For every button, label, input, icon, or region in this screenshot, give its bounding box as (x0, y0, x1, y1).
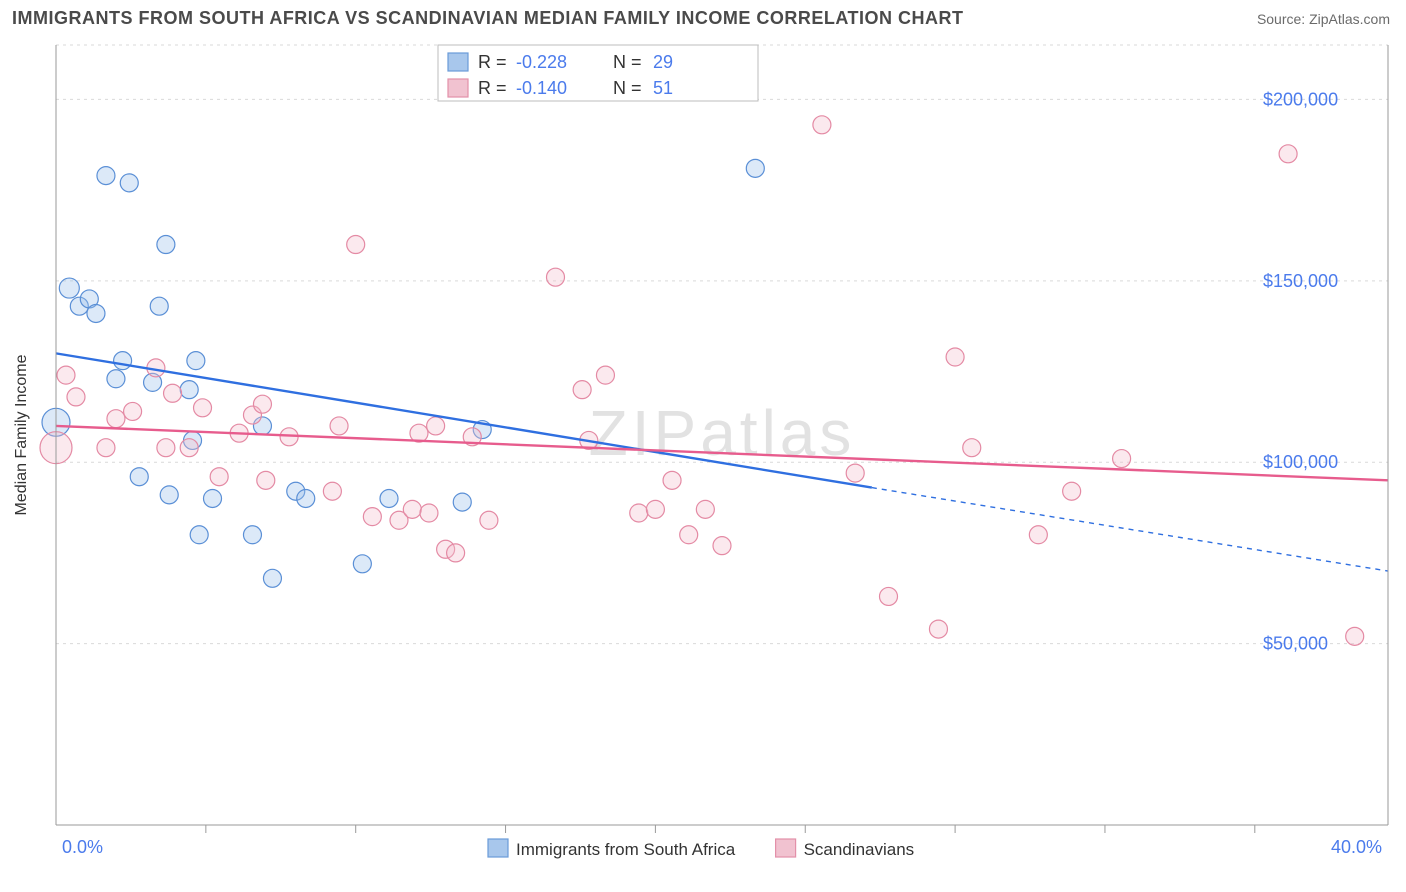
data-point-scan (323, 482, 341, 500)
data-point-scan (630, 504, 648, 522)
legend-r-label: R = (478, 78, 507, 98)
data-point-sa (180, 381, 198, 399)
data-point-scan (480, 511, 498, 529)
data-point-scan (547, 268, 565, 286)
chart-source: Source: ZipAtlas.com (1257, 11, 1390, 27)
data-point-scan (427, 417, 445, 435)
legend-bottom-label-sa: Immigrants from South Africa (516, 840, 736, 859)
data-point-sa (130, 468, 148, 486)
data-point-sa (150, 297, 168, 315)
data-point-scan (813, 116, 831, 134)
correlation-scatter-chart: $50,000 $100,000 $150,000 $200,000 ZIPatlas 0… (8, 35, 1398, 873)
x-tick-label: 0.0% (62, 837, 103, 857)
data-point-scan (946, 348, 964, 366)
chart-header: IMMIGRANTS FROM SOUTH AFRICA VS SCANDINA… (0, 0, 1406, 33)
y-tick-label: $200,000 (1263, 89, 1338, 109)
data-point-scan (57, 366, 75, 384)
data-point-scan (330, 417, 348, 435)
data-point-sa (187, 352, 205, 370)
data-point-sa (120, 174, 138, 192)
legend-bottom-label-scan: Scandinavians (804, 840, 915, 859)
data-point-scan (1029, 526, 1047, 544)
data-point-scan (1279, 145, 1297, 163)
data-point-scan (347, 236, 365, 254)
data-point-scan (447, 544, 465, 562)
data-point-scan (573, 381, 591, 399)
chart-title: IMMIGRANTS FROM SOUTH AFRICA VS SCANDINA… (12, 8, 964, 29)
data-point-scan (180, 439, 198, 457)
data-point-sa (87, 304, 105, 322)
data-point-scan (680, 526, 698, 544)
data-point-scan (713, 537, 731, 555)
data-point-sa (380, 489, 398, 507)
watermark: ZIPatlas (589, 397, 856, 469)
data-point-scan (257, 471, 275, 489)
x-tick-label: 40.0% (1331, 837, 1382, 857)
data-point-sa (204, 489, 222, 507)
legend-bottom-swatch-scan (776, 839, 796, 857)
data-point-scan (363, 508, 381, 526)
legend-swatch-scan (448, 79, 468, 97)
y-tick-label: $100,000 (1263, 452, 1338, 472)
data-point-sa (107, 370, 125, 388)
data-point-scan (164, 384, 182, 402)
data-point-sa (263, 569, 281, 587)
legend-n-label: N = (613, 52, 642, 72)
legend-n-value: 29 (653, 52, 673, 72)
data-point-scan (1063, 482, 1081, 500)
data-point-scan (403, 500, 421, 518)
data-point-sa (59, 278, 79, 298)
legend-swatch-sa (448, 53, 468, 71)
trend-line-sa-dashed (872, 488, 1388, 571)
y-tick-label: $50,000 (1263, 634, 1328, 654)
legend-r-value: -0.228 (516, 52, 567, 72)
chart-container: $50,000 $100,000 $150,000 $200,000 ZIPatlas 0… (8, 35, 1398, 873)
legend-r-label: R = (478, 52, 507, 72)
data-point-scan (157, 439, 175, 457)
data-point-sa (157, 236, 175, 254)
data-point-scan (253, 395, 271, 413)
data-point-scan (67, 388, 85, 406)
data-point-scan (663, 471, 681, 489)
data-point-sa (114, 352, 132, 370)
data-point-scan (929, 620, 947, 638)
data-point-sa (746, 159, 764, 177)
data-point-sa (190, 526, 208, 544)
data-point-sa (97, 167, 115, 185)
y-axis-title: Median Family Income (13, 354, 30, 515)
data-point-sa (160, 486, 178, 504)
data-point-scan (210, 468, 228, 486)
data-point-scan (194, 399, 212, 417)
y-tick-label: $150,000 (1263, 271, 1338, 291)
legend-n-label: N = (613, 78, 642, 98)
data-point-scan (696, 500, 714, 518)
data-point-scan (963, 439, 981, 457)
data-point-scan (124, 402, 142, 420)
data-point-scan (596, 366, 614, 384)
data-point-sa (297, 489, 315, 507)
data-point-scan (646, 500, 664, 518)
data-point-scan (1113, 450, 1131, 468)
data-point-scan (107, 410, 125, 428)
legend-r-value: -0.140 (516, 78, 567, 98)
data-point-sa (243, 526, 261, 544)
data-point-scan (97, 439, 115, 457)
data-point-scan (846, 464, 864, 482)
data-point-scan (1346, 627, 1364, 645)
data-point-scan (880, 587, 898, 605)
data-point-sa (353, 555, 371, 573)
data-point-scan (420, 504, 438, 522)
data-point-sa (453, 493, 471, 511)
legend-n-value: 51 (653, 78, 673, 98)
legend-bottom-swatch-sa (488, 839, 508, 857)
